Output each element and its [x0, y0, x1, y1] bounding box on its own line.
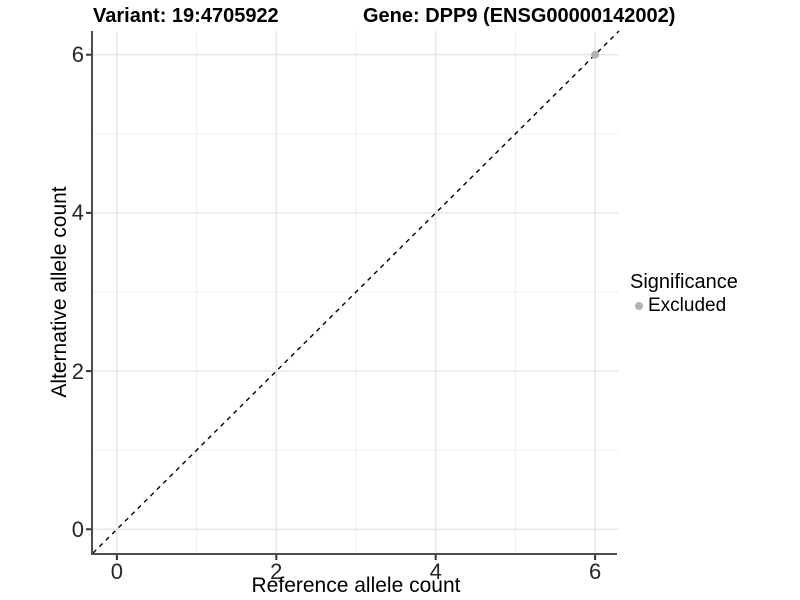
x-axis-title: Reference allele count [251, 574, 461, 597]
x-tick-label: 6 [588, 559, 602, 584]
legend: Significance Excluded [630, 271, 738, 317]
y-tick-label: 0 [71, 516, 84, 542]
variant-title: Variant: 19:4705922 [93, 5, 279, 27]
y-axis-title: Alternative allele count [48, 186, 71, 398]
x-tick-label: 4 [429, 559, 442, 584]
legend-item-label: Excluded [648, 295, 727, 316]
y-tick-label: 4 [71, 200, 84, 226]
identity-reference-line [92, 30, 620, 554]
legend-title: Significance [630, 271, 738, 293]
data-point-excluded [591, 50, 600, 59]
legend-item-excluded: Excluded [630, 295, 738, 317]
y-tick-label: 2 [71, 358, 84, 384]
x-tick-label: 2 [270, 559, 283, 584]
x-tick-label: 0 [110, 559, 124, 584]
y-tick-label: 6 [71, 42, 84, 68]
excluded-point-icon [635, 302, 643, 310]
gene-title: Gene: DPP9 (ENSG00000142002) [363, 5, 676, 27]
